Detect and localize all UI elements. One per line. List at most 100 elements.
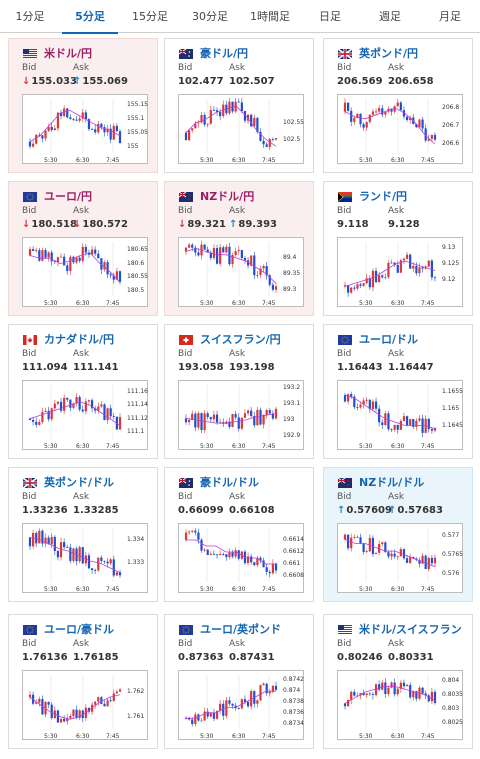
candle-body bbox=[103, 127, 106, 133]
candle-body bbox=[66, 108, 69, 118]
tab-5[interactable]: 日足 bbox=[319, 10, 341, 23]
candle-body bbox=[219, 554, 222, 556]
candle-body bbox=[421, 687, 424, 694]
currency-pair-name[interactable]: ユーロ/豪ドル bbox=[44, 623, 115, 636]
bid-price: 193.058 bbox=[178, 362, 224, 373]
price-chart[interactable]: 111.16 111.14 111.12 111.1 5:30 6:30 7:45 bbox=[22, 380, 148, 450]
currency-pair-name[interactable]: 米ドル/スイスフラン bbox=[359, 623, 462, 636]
tab-4[interactable]: 1時間足 bbox=[250, 10, 290, 23]
currency-card[interactable]: スイスフラン/円 Bid 193.058 Ask 193.198 193.2 193.1 19… bbox=[164, 324, 314, 459]
bid-price-value: 0.80246 bbox=[337, 652, 383, 663]
currency-pair-name[interactable]: 英ポンド/円 bbox=[359, 47, 419, 60]
currency-card[interactable]: 英ポンド/円 Bid 206.569 Ask 206.658 206.8 206.7 206.… bbox=[323, 38, 473, 173]
y-tick-label: 102.5 bbox=[283, 135, 301, 143]
currency-card[interactable]: ユーロ/円 Bid ↓180.518 Ask ↓180.572 180.65 180.6 18… bbox=[8, 181, 158, 316]
ask-price-value: 155.069 bbox=[82, 76, 128, 87]
price-chart[interactable]: 1.1655 1.165 1.1645 5:30 6:30 7:45 bbox=[337, 380, 463, 450]
candle-body bbox=[87, 119, 91, 130]
ask-price: 111.141 bbox=[73, 362, 119, 373]
price-chart[interactable]: 180.65 180.6 180.55 180.5 5:30 6:30 7:45 bbox=[22, 237, 148, 307]
candle-body bbox=[206, 123, 209, 125]
price-chart[interactable]: 0.577 0.5765 0.576 5:30 6:30 7:45 bbox=[337, 523, 463, 593]
candle-body bbox=[69, 117, 72, 119]
candle-body bbox=[72, 548, 75, 561]
price-chart[interactable]: 0.6614 0.6612 0.661 0.6608 5:30 6:30 7:45 bbox=[178, 523, 304, 593]
x-tick-label: 5:30 bbox=[200, 733, 214, 740]
currency-pair-name[interactable]: ユーロ/円 bbox=[44, 190, 93, 203]
candle-body bbox=[384, 682, 387, 695]
candle-body bbox=[412, 265, 415, 269]
bid-price-value: 155.033 bbox=[31, 76, 77, 87]
price-chart[interactable]: 9.13 9.125 9.12 5:30 6:30 7:45 bbox=[337, 237, 463, 307]
candle-body bbox=[234, 705, 237, 709]
candle-body bbox=[399, 549, 402, 557]
y-tick-label: 9.12 bbox=[442, 276, 456, 284]
ask-price-value: 206.658 bbox=[388, 76, 434, 87]
price-chart[interactable]: 0.804 0.8035 0.803 0.8025 5:30 6:30 7:45 bbox=[337, 670, 463, 740]
price-chart[interactable]: 155.15 155.1 155.05 155 5:30 6:30 7:45 bbox=[22, 94, 148, 164]
tab-3[interactable]: 30分足 bbox=[192, 10, 228, 23]
currency-pair-name[interactable]: カナダドル/円 bbox=[44, 333, 115, 346]
price-chart[interactable]: 193.2 193.1 193 192.9 5:30 6:30 7:45 bbox=[178, 380, 304, 450]
currency-card[interactable]: ランド/円 Bid 9.118 Ask 9.128 9.13 9.125 9.12 5:30 6:… bbox=[323, 181, 473, 316]
currency-pair-name[interactable]: NZドル/ドル bbox=[359, 476, 425, 489]
tab-0[interactable]: 1分足 bbox=[15, 10, 45, 23]
currency-pair-name[interactable]: 豪ドル/ドル bbox=[200, 476, 260, 489]
currency-card[interactable]: 豪ドル/円 Bid 102.477 Ask 102.507 102.55 102.5 5:30… bbox=[164, 38, 314, 173]
candle-body bbox=[225, 554, 228, 558]
candle-body bbox=[343, 285, 347, 287]
ask-label: Ask bbox=[229, 492, 246, 502]
candle-body bbox=[418, 560, 421, 564]
currency-card[interactable]: 豪ドル/ドル Bid 0.66099 Ask 0.66108 0.6614 0.6612 0.… bbox=[164, 467, 314, 602]
currency-pair-name[interactable]: ユーロ/ドル bbox=[359, 333, 419, 346]
currency-pair-name[interactable]: スイスフラン/円 bbox=[200, 333, 281, 346]
tab-6[interactable]: 週足 bbox=[379, 10, 401, 23]
bid-price: 9.118 bbox=[337, 219, 369, 230]
candle-body bbox=[365, 399, 368, 401]
candle-body bbox=[353, 396, 356, 408]
eu-flag bbox=[338, 335, 352, 345]
y-tick-label: 0.8025 bbox=[442, 719, 463, 727]
price-chart[interactable]: 1.762 1.761 5:30 6:30 7:45 bbox=[22, 670, 148, 740]
currency-pair-name[interactable]: NZドル/円 bbox=[200, 190, 255, 203]
currency-card[interactable]: NZドル/円 Bid ↓89.321 Ask ↑89.393 89.4 89.35 89.3 5… bbox=[164, 181, 314, 316]
currency-card[interactable]: カナダドル/円 Bid 111.094 Ask 111.141 111.16 111.14 1… bbox=[8, 324, 158, 459]
y-tick-label: 0.5765 bbox=[442, 551, 463, 558]
y-tick-label: 0.6614 bbox=[283, 536, 304, 543]
currency-card[interactable]: ユーロ/ドル Bid 1.16443 Ask 1.16447 1.1655 1.165 1.1… bbox=[323, 324, 473, 459]
candle-body bbox=[59, 401, 63, 411]
candle-body bbox=[72, 403, 75, 408]
candle-body bbox=[103, 262, 106, 270]
currency-card[interactable]: ユーロ/豪ドル Bid 1.76136 Ask 1.76185 1.762 1.761 5:3… bbox=[8, 614, 158, 749]
price-chart[interactable]: 102.55 102.5 5:30 6:30 7:45 bbox=[178, 94, 304, 164]
currency-card[interactable]: NZドル/ドル Bid ↑0.57609 Ask ↑0.57683 0.577 0.5765… bbox=[323, 467, 473, 602]
x-tick-label: 5:30 bbox=[359, 586, 373, 593]
price-chart[interactable]: 89.4 89.35 89.3 5:30 6:30 7:45 bbox=[178, 237, 304, 307]
candle-body bbox=[433, 427, 437, 431]
candle-body bbox=[228, 421, 231, 427]
currency-pair-name[interactable]: 米ドル/円 bbox=[44, 47, 93, 60]
currency-card[interactable]: 米ドル/円 Bid ↓155.033 Ask ↑155.069 155.15 155.1 15… bbox=[8, 38, 158, 173]
tab-7[interactable]: 月足 bbox=[439, 10, 461, 23]
currency-pair-name[interactable]: ユーロ/英ポンド bbox=[200, 623, 282, 636]
y-tick-label: 1.333 bbox=[127, 559, 145, 567]
x-tick-label: 6:30 bbox=[76, 586, 90, 593]
price-chart-svg bbox=[184, 675, 278, 729]
currency-card[interactable]: 米ドル/スイスフラン Bid 0.80246 Ask 0.80331 0.804 0.803… bbox=[323, 614, 473, 749]
y-tick-label: 155.05 bbox=[127, 129, 148, 137]
candle-body bbox=[115, 691, 118, 694]
price-chart[interactable]: 206.8 206.7 206.6 5:30 6:30 7:45 bbox=[337, 94, 463, 164]
price-chart-svg bbox=[184, 97, 278, 153]
currency-pair-name[interactable]: ランド/円 bbox=[359, 190, 408, 203]
tab-2[interactable]: 15分足 bbox=[132, 10, 168, 23]
tab-1[interactable]: 5分足 bbox=[60, 0, 120, 34]
currency-pair-name[interactable]: 英ポンド/ドル bbox=[44, 476, 115, 489]
currency-card[interactable]: 英ポンド/ドル Bid 1.33236 Ask 1.33285 1.334 1.333 5:3… bbox=[8, 467, 158, 602]
candle-body bbox=[259, 131, 262, 141]
candle-body bbox=[371, 694, 375, 696]
y-tick-label: 180.55 bbox=[127, 273, 148, 281]
price-chart[interactable]: 1.334 1.333 5:30 6:30 7:45 bbox=[22, 523, 148, 593]
price-chart[interactable]: 0.8742 0.874 0.8738 0.8736 0.8734 5:30 6:30 7:4… bbox=[178, 670, 304, 740]
currency-card[interactable]: ユーロ/英ポンド Bid 0.87363 Ask 0.87431 0.8742 0.874 0… bbox=[164, 614, 314, 749]
currency-pair-name[interactable]: 豪ドル/円 bbox=[200, 47, 249, 60]
